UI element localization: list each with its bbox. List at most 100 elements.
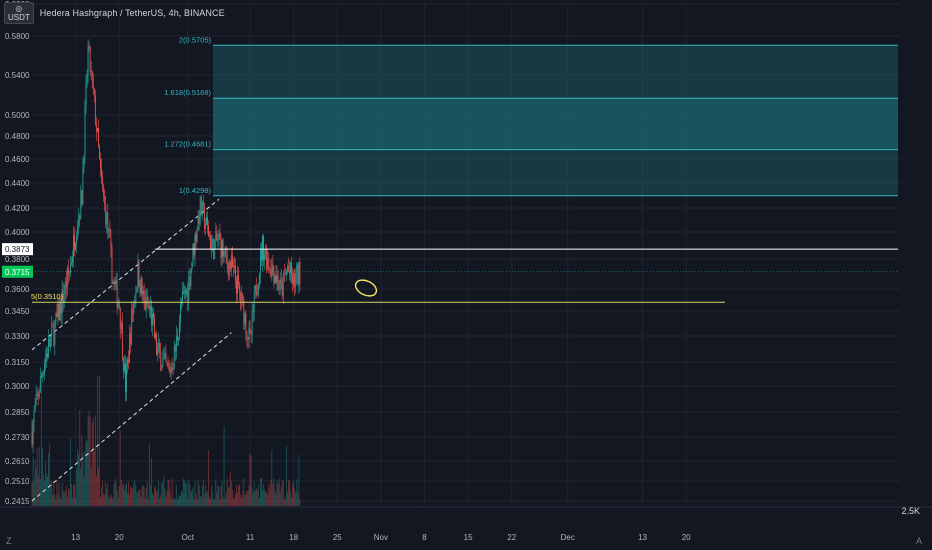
volume-bar bbox=[34, 459, 36, 506]
channel-lower-line[interactable] bbox=[31, 332, 232, 502]
timezone-settings-icon[interactable]: Z bbox=[6, 536, 12, 546]
candle-body bbox=[117, 302, 119, 308]
candle-body bbox=[280, 279, 282, 284]
price-tick-label: 0.3800 bbox=[5, 255, 30, 264]
candle-body bbox=[44, 364, 45, 375]
candle-body bbox=[98, 128, 99, 147]
candle-body bbox=[78, 215, 80, 227]
candle-body bbox=[40, 376, 42, 377]
candle-body bbox=[277, 275, 279, 289]
volume-bar bbox=[188, 479, 190, 506]
candle-body bbox=[143, 290, 145, 301]
candle-body bbox=[284, 274, 286, 276]
volume-bar bbox=[148, 442, 150, 506]
volume-bar bbox=[244, 495, 246, 506]
fib-zone-band-2 bbox=[213, 149, 898, 196]
candle-body bbox=[129, 333, 131, 363]
candle-body bbox=[202, 202, 204, 207]
candle-body bbox=[100, 158, 101, 169]
volume-bar bbox=[192, 487, 194, 506]
candle-body bbox=[251, 310, 253, 335]
candle-body bbox=[128, 359, 129, 363]
volume-bar bbox=[270, 479, 272, 506]
fibonacci-extension-zones[interactable]: 2(0.5705) 1.618(0.5168) 1.272(0.4681) 1(0.4… bbox=[164, 35, 898, 197]
volume-bar bbox=[172, 499, 174, 506]
volume-bar bbox=[275, 494, 277, 506]
time-tick-label: 20 bbox=[682, 533, 691, 542]
volume-bar bbox=[81, 434, 83, 506]
price-tick-label: 0.4800 bbox=[5, 132, 30, 141]
candle-body bbox=[171, 367, 173, 370]
volume-bar bbox=[248, 485, 250, 506]
fib-zone-band-1 bbox=[213, 98, 898, 150]
time-tick-label: 20 bbox=[115, 533, 124, 542]
candle-body bbox=[294, 272, 296, 288]
candle-body bbox=[158, 342, 160, 349]
candle-body bbox=[135, 291, 137, 302]
volume-bar bbox=[197, 479, 199, 506]
volume-bar bbox=[49, 444, 51, 506]
volume-bar bbox=[166, 490, 168, 506]
volume-bar bbox=[292, 484, 294, 506]
volume-bar bbox=[84, 450, 86, 506]
candle-body bbox=[39, 376, 41, 393]
currency-icon: ◎ bbox=[15, 4, 23, 13]
candle-body bbox=[291, 262, 292, 277]
volume-bar bbox=[83, 477, 85, 506]
candle-body bbox=[290, 262, 291, 274]
volume-bar bbox=[99, 376, 100, 506]
highlight-ellipse[interactable] bbox=[353, 277, 379, 299]
volume-bar bbox=[126, 483, 127, 506]
volume-bar bbox=[144, 497, 146, 506]
volume-bar bbox=[179, 494, 180, 506]
candle-body bbox=[287, 266, 288, 272]
volume-bar bbox=[168, 480, 170, 506]
candle-body bbox=[279, 279, 281, 289]
trend-channel[interactable] bbox=[31, 198, 232, 502]
volume-bar bbox=[190, 491, 192, 506]
volume-bar bbox=[154, 487, 155, 506]
volume-bar bbox=[75, 497, 77, 506]
candle-body bbox=[190, 268, 192, 287]
price-axis[interactable]: 0.2415 0.2510 0.2610 0.2730 0.2850 0.3000 0.31… bbox=[5, 0, 30, 506]
candle-body bbox=[258, 273, 260, 285]
candle-body bbox=[111, 247, 113, 284]
candle-body bbox=[260, 249, 261, 274]
candle-body bbox=[197, 216, 199, 231]
volume-bar bbox=[185, 483, 187, 506]
volume-bar bbox=[264, 488, 266, 506]
channel-upper-line[interactable] bbox=[31, 198, 220, 351]
candle-body bbox=[83, 155, 85, 169]
candle-body bbox=[238, 274, 240, 284]
candle-body bbox=[196, 230, 198, 242]
white-line-price-badge bbox=[2, 243, 33, 256]
candle-body bbox=[175, 335, 177, 352]
time-axis[interactable]: 13 20 Oct 11 18 25 Nov 8 15 22 Dec 13 20 bbox=[0, 506, 932, 542]
volume-bar bbox=[95, 475, 97, 506]
volume-bar bbox=[252, 492, 254, 506]
horizontal-lines[interactable]: 5(0.3510) bbox=[31, 248, 898, 303]
volume-bar bbox=[91, 422, 93, 506]
volume-bar bbox=[53, 483, 55, 506]
volume-bar bbox=[284, 496, 286, 506]
price-tick-label: 0.3000 bbox=[5, 382, 30, 391]
volume-bar bbox=[139, 489, 141, 506]
volume-bar bbox=[220, 486, 222, 506]
candle-body bbox=[79, 215, 81, 219]
candle-body bbox=[46, 353, 47, 359]
candle-body bbox=[217, 239, 219, 241]
currency-badge[interactable]: ◎ USDT bbox=[4, 2, 34, 24]
candle-body bbox=[119, 307, 121, 330]
candle-body bbox=[167, 363, 169, 367]
volume-bar bbox=[62, 491, 64, 506]
auto-scale-button[interactable]: A bbox=[915, 536, 922, 546]
candle-body bbox=[71, 262, 72, 264]
volume-bar bbox=[162, 481, 164, 506]
candle-body bbox=[206, 217, 207, 226]
volume-bar bbox=[281, 480, 283, 506]
candle-body bbox=[275, 275, 277, 282]
candle-body bbox=[224, 248, 226, 252]
candle-body bbox=[270, 268, 272, 277]
candle-body bbox=[93, 90, 95, 96]
